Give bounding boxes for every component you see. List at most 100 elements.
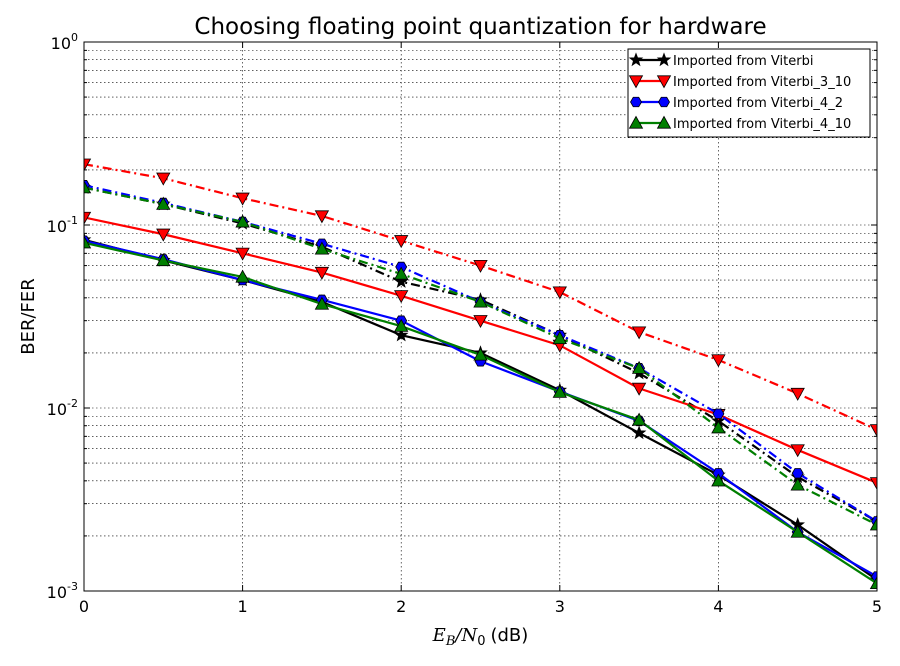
fer-point (631, 360, 647, 374)
fer-point (156, 196, 171, 210)
x-label-var2: N (460, 625, 478, 646)
fer-point (711, 354, 726, 368)
fer-point (394, 266, 409, 280)
ber-point (314, 266, 330, 280)
ber-point (84, 235, 92, 249)
legend-marker (628, 115, 644, 129)
legend-label: Imported from Viterbi_3_10 (673, 75, 851, 90)
ber-point (156, 253, 171, 267)
x-tick-label: 0 (79, 597, 89, 616)
y-tick-exponent: -3 (67, 580, 78, 593)
x-label-var: E (432, 625, 446, 646)
fer-point (156, 172, 171, 186)
x-axis-label: EB/N0 (dB) (432, 625, 529, 649)
ber-point (790, 444, 805, 458)
series-4 (84, 180, 877, 590)
y-tick-base: 10 (47, 217, 67, 236)
series-fer-line (84, 163, 877, 431)
fer-point (393, 274, 409, 288)
legend-marker (656, 52, 672, 67)
legend-marker (630, 96, 642, 108)
series-3 (84, 180, 877, 582)
fer-point (314, 210, 330, 224)
x-label-sub2: 0 (477, 634, 485, 649)
ber-point (712, 468, 725, 479)
fer-point (631, 326, 647, 340)
y-tick-exponent: -1 (67, 214, 78, 227)
fer-point (235, 192, 250, 206)
legend-marker (628, 75, 644, 89)
ber-point (235, 269, 250, 283)
y-tick-base: 10 (47, 400, 67, 419)
fer-point (712, 408, 725, 419)
fer-point (552, 286, 567, 300)
legend-item: Imported from Viterbi (628, 52, 813, 69)
fer-point (552, 331, 567, 345)
fer-point (84, 180, 92, 194)
fer-point (869, 517, 877, 531)
x-label-unit: (dB) (490, 625, 528, 646)
legend-marker (656, 75, 672, 89)
y-tick-label: 10-1 (47, 214, 78, 236)
fer-point (314, 241, 330, 255)
legend-item: Imported from Viterbi_4_2 (630, 96, 843, 111)
y-tick-label: 10-3 (47, 580, 78, 602)
legend-label: Imported from Viterbi (673, 54, 813, 69)
fer-point (869, 424, 877, 438)
x-tick-label: 3 (555, 597, 565, 616)
ber-point (552, 384, 567, 398)
y-tick-base: 10 (51, 34, 71, 53)
grid (84, 42, 877, 591)
ber-point (314, 296, 330, 310)
y-tick-exponent: 0 (71, 31, 78, 44)
ber-point (393, 327, 409, 342)
y-axis-label: BER/FER (18, 278, 39, 355)
x-label-sub: B (445, 634, 456, 649)
y-tick-label: 100 (51, 31, 78, 53)
fer-point (473, 259, 488, 273)
fer-point (790, 387, 805, 401)
legend-item: Imported from Viterbi_4_10 (628, 115, 851, 132)
series-ber-line (84, 239, 877, 578)
legend-item: Imported from Viterbi_3_10 (628, 75, 851, 90)
legend-label: Imported from Viterbi_4_10 (673, 117, 851, 132)
ber-point (235, 247, 250, 261)
x-tick-label: 1 (238, 597, 248, 616)
series-layer (84, 158, 877, 590)
fer-point (790, 477, 805, 491)
fer-point (394, 235, 409, 249)
chart-title: Choosing floating point quantization for… (194, 14, 766, 40)
legend-marker (656, 115, 672, 129)
ber-point (869, 477, 877, 491)
ber-point (394, 290, 409, 304)
y-tick-base: 10 (47, 583, 67, 602)
ber-point (156, 228, 171, 242)
fer-point (235, 214, 250, 228)
legend: Imported from Viterbi Imported from Viter… (627, 48, 871, 138)
series-2 (84, 158, 877, 491)
ber-point (473, 347, 488, 361)
x-tick-label: 5 (872, 597, 882, 616)
ber-point (473, 315, 488, 329)
ber-point (84, 211, 92, 225)
plot-frame (83, 41, 878, 592)
legend-box (627, 48, 871, 138)
ber-point (711, 473, 726, 487)
ber-point (394, 318, 409, 332)
legend-label: Imported from Viterbi_4_2 (673, 96, 843, 111)
ber-point (790, 524, 805, 538)
fer-point (84, 158, 92, 172)
x-tick-label: 4 (713, 597, 723, 616)
legend-marker (658, 96, 670, 108)
fer-point (791, 468, 804, 479)
x-tick-label: 2 (396, 597, 406, 616)
legend-marker (628, 52, 644, 67)
x-label-sep: / (453, 625, 463, 646)
fer-point (473, 294, 488, 308)
ber-point (631, 382, 647, 396)
y-tick-label: 10-2 (47, 397, 78, 419)
ber-point (631, 425, 647, 440)
